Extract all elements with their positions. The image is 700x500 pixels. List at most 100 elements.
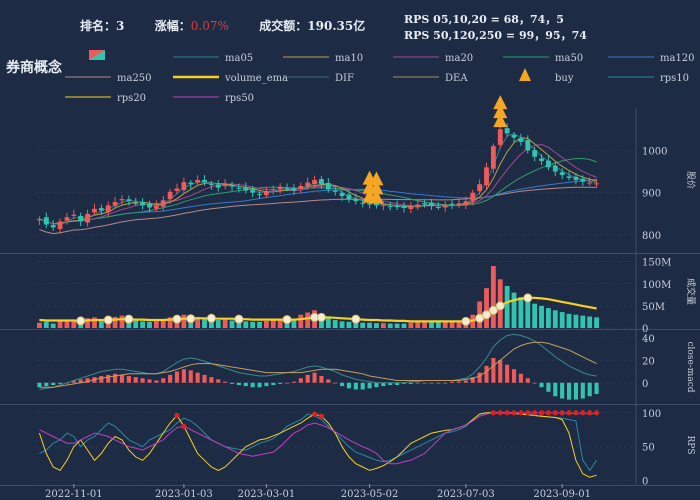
candle: [291, 184, 297, 195]
macd-bar: [202, 374, 207, 383]
y-axis-title: RPS: [685, 436, 695, 455]
candle: [539, 154, 544, 166]
volume-bar: [332, 320, 338, 328]
volume-bar: [222, 319, 228, 328]
candle: [98, 204, 104, 215]
volume-bar: [305, 312, 311, 328]
macd-bar: [229, 382, 235, 384]
candle: [64, 212, 70, 225]
series-line-ma120: [39, 178, 597, 225]
candle: [463, 196, 469, 209]
macd-bar: [374, 382, 379, 388]
y-tick-label: 800: [642, 231, 661, 242]
macd-bar: [401, 382, 407, 384]
macd-bar: [188, 370, 193, 383]
candle: [552, 162, 558, 177]
x-tick-label: 2022-11-01: [45, 489, 103, 500]
series-line-dif: [39, 333, 597, 390]
rps-high-marker: [580, 410, 586, 416]
rps-high-marker: [566, 410, 572, 416]
macd-bar: [140, 378, 145, 383]
candle: [497, 124, 503, 149]
candle: [222, 179, 228, 190]
legend-candle-icon: [89, 50, 105, 60]
volume-bar: [546, 308, 551, 328]
volume-bar: [92, 317, 97, 328]
y-tick-label: 0: [642, 477, 648, 488]
macd-bar: [408, 382, 413, 384]
volume-bar: [573, 314, 579, 328]
volume-ema-marker: [186, 314, 196, 324]
candle: [325, 178, 331, 193]
volume-bar: [153, 320, 159, 328]
candle: [456, 198, 462, 208]
candle: [387, 201, 393, 211]
volume-bar: [250, 321, 256, 328]
macd-bar: [278, 382, 283, 384]
volume-bar: [270, 320, 276, 328]
legend-label: DIF: [335, 73, 354, 84]
candle: [208, 180, 214, 190]
macd-bar: [319, 376, 324, 383]
macd-bar: [147, 379, 152, 383]
rps-high-marker: [573, 410, 579, 416]
macd-bar: [470, 377, 475, 383]
legend-item-ma250: ma250: [65, 73, 152, 84]
candle: [85, 209, 90, 227]
candle: [490, 143, 496, 174]
macd-bar: [484, 365, 489, 383]
candle: [339, 190, 345, 201]
macd-bar: [443, 382, 448, 384]
volume-bar: [291, 320, 297, 328]
volume-ema-marker: [523, 293, 533, 303]
candle: [380, 201, 386, 211]
volume-bar: [518, 297, 524, 328]
legend-label: ma05: [225, 53, 253, 64]
macd-bar: [37, 382, 42, 388]
macd-bar: [422, 382, 427, 384]
y-axis-title: close-macd: [685, 341, 695, 392]
volume-bar: [490, 266, 496, 328]
candle: [422, 199, 428, 208]
macd-bar: [505, 364, 510, 383]
macd-bar: [388, 382, 393, 385]
macd-bar: [71, 380, 76, 383]
volume-bar: [360, 322, 366, 328]
legend-label: ma50: [555, 53, 583, 64]
volume-bar: [539, 305, 544, 328]
legend-label: buy: [555, 73, 574, 84]
macd-bar: [511, 369, 517, 383]
macd-bar: [367, 382, 372, 389]
volume-bar: [195, 316, 201, 328]
macd-bar: [594, 382, 599, 394]
macd-bar: [518, 373, 523, 383]
macd-bar: [174, 371, 180, 383]
y-tick-label: 50M: [642, 302, 665, 313]
macd-bar: [573, 382, 578, 400]
y-tick-label: 900: [642, 189, 661, 200]
macd-bar: [181, 369, 186, 383]
y-tick-label: 100M: [642, 280, 671, 291]
volume-bar: [264, 320, 269, 328]
volume-bar: [511, 292, 517, 328]
candle: [319, 176, 324, 189]
candle: [160, 195, 166, 211]
candle: [119, 195, 125, 205]
volume-bar: [71, 321, 77, 328]
volume-bar: [353, 322, 359, 328]
candle: [50, 220, 56, 231]
volume-bar: [429, 321, 434, 328]
candle: [167, 188, 173, 204]
macd-bar: [85, 378, 90, 383]
legend-label: rps10: [660, 73, 689, 84]
volume-bar: [552, 310, 558, 328]
x-axis: 2022-11-01 2023-01-03 2023-03-01 2023-05-02…: [45, 484, 591, 500]
legend-item-buy: buy: [519, 68, 574, 84]
rps-panel: 0 50 100 RPS: [36, 409, 695, 488]
y-axis-title: 股价: [685, 171, 696, 189]
candle: [147, 200, 152, 213]
turnover-value: 190.35亿: [307, 19, 366, 33]
x-tick-label: 2023-01-03: [155, 489, 213, 500]
rps-high-marker: [538, 410, 545, 416]
candle: [559, 168, 565, 180]
